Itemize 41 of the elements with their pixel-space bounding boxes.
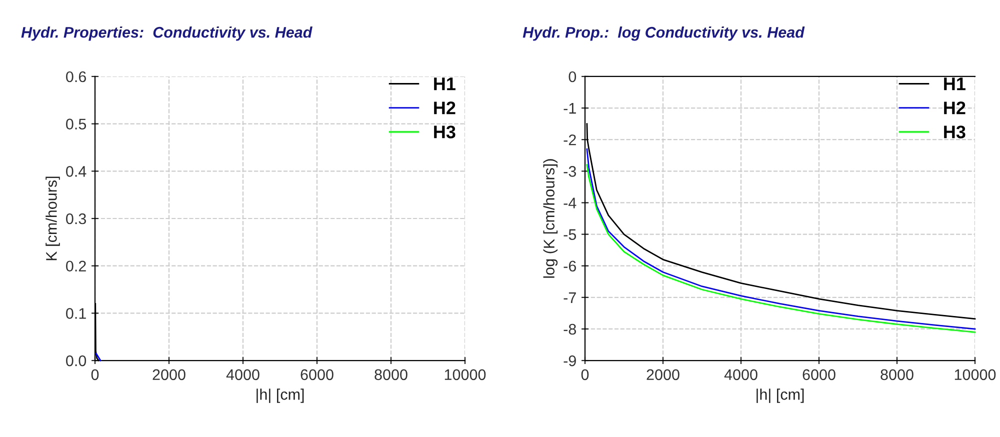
y-tick-label: -4 bbox=[564, 198, 576, 208]
legend-label: H2 bbox=[944, 102, 966, 114]
x-tick-label: 0 bbox=[581, 369, 589, 380]
x-axis-title: |h| [cm] bbox=[256, 388, 304, 403]
legend-label: H3 bbox=[944, 126, 966, 138]
y-axis-title: K [cm/hours] bbox=[46, 176, 60, 260]
x-tick-label: 0 bbox=[91, 369, 99, 380]
x-tick-label: 6000 bbox=[802, 369, 836, 380]
y-tick-label: -9 bbox=[564, 355, 576, 366]
y-tick-label: -7 bbox=[564, 292, 576, 303]
y-tick-label: -2 bbox=[564, 134, 576, 146]
y-tick-label: -3 bbox=[564, 166, 576, 177]
y-axis-title: log (K [cm/hours]) bbox=[543, 159, 558, 278]
y-tick-label: 0.3 bbox=[66, 213, 86, 224]
x-tick-label: 10000 bbox=[954, 369, 996, 380]
x-tick-label: 8000 bbox=[880, 369, 914, 380]
y-tick-label: 0.1 bbox=[66, 308, 86, 319]
chart-title: Hydr. Properties: Conductivity vs. Head bbox=[21, 26, 312, 41]
legend-label: H2 bbox=[434, 102, 456, 114]
y-tick-label: 0 bbox=[568, 71, 576, 82]
chart-title: Hydr. Prop.: log Conductivity vs. Head bbox=[522, 26, 805, 41]
x-tick-label: 2000 bbox=[152, 369, 186, 380]
x-tick-label: 2000 bbox=[646, 369, 680, 380]
y-tick-label: -8 bbox=[564, 324, 576, 335]
legend-label: H3 bbox=[434, 126, 456, 138]
legend-label: H1 bbox=[434, 78, 456, 90]
x-tick-label: 4000 bbox=[226, 369, 260, 380]
x-tick-label: 6000 bbox=[300, 369, 334, 380]
x-tick-label: 8000 bbox=[374, 369, 408, 380]
legend-label: H1 bbox=[944, 78, 966, 90]
y-tick-label: 0.2 bbox=[66, 260, 86, 272]
x-tick-label: 4000 bbox=[724, 369, 758, 380]
y-tick-label: 0.6 bbox=[66, 71, 86, 82]
x-tick-label: 10000 bbox=[444, 369, 486, 380]
y-tick-label: 0.5 bbox=[66, 118, 86, 130]
x-axis-title: |h| [cm] bbox=[756, 388, 804, 403]
y-tick-label: -1 bbox=[564, 103, 576, 114]
y-tick-label: 0.4 bbox=[66, 166, 86, 177]
y-tick-label: -5 bbox=[564, 229, 576, 240]
y-tick-label: 0.0 bbox=[66, 355, 86, 366]
y-tick-label: -6 bbox=[564, 260, 576, 272]
